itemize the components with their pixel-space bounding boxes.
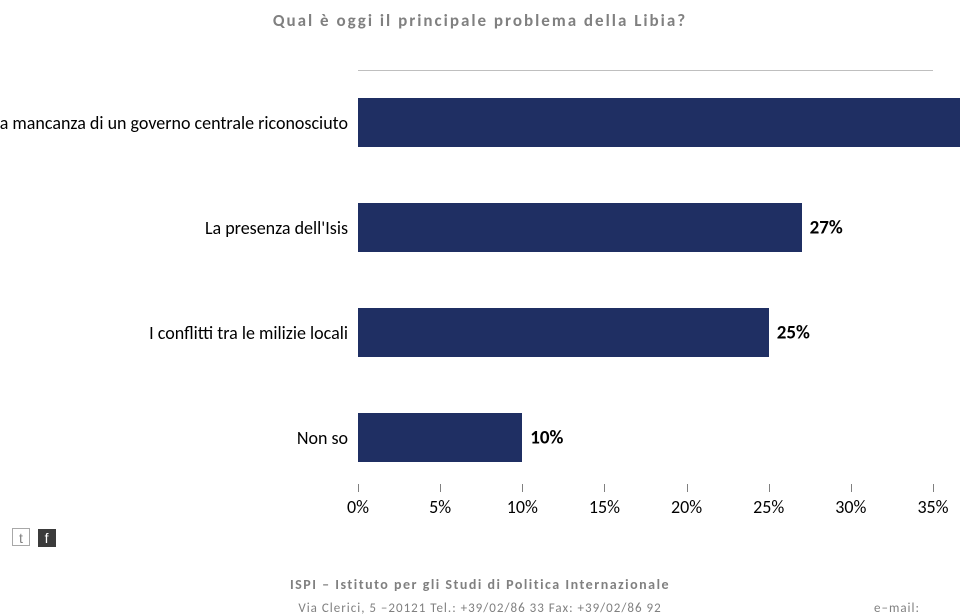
chart-row: La presenza dell'Isis27% (358, 175, 933, 280)
plot-region: 0%5%10%15%20%25%30%35% La mancanza di un… (358, 70, 933, 520)
category-label: Non so (297, 427, 358, 449)
facebook-icon[interactable]: f (38, 529, 56, 547)
tick-label: 15% (589, 496, 620, 518)
tick-label: 35% (917, 496, 948, 518)
footer: ISPI – Istituto per gli Studi di Politic… (0, 576, 960, 616)
category-label: La mancanza di un governo centrale ricon… (0, 112, 358, 134)
tick-mark (933, 484, 934, 492)
bar (358, 98, 960, 146)
category-label: I conflitti tra le milizie locali (149, 322, 358, 344)
tick-label: 5% (429, 496, 451, 518)
tick-label: 0% (347, 496, 369, 518)
tick-label: 30% (835, 496, 866, 518)
twitter-icon[interactable]: t (12, 528, 30, 546)
footer-org: ISPI – Istituto per gli Studi di Politic… (0, 576, 960, 593)
value-label: 27% (810, 216, 843, 239)
tick-label: 10% (507, 496, 538, 518)
footer-contact-text: Via Clerici, 5 –20121 Tel.: +39/02/86 33… (298, 601, 661, 616)
tick-label: 25% (753, 496, 784, 518)
chart-row: I conflitti tra le milizie locali25% (358, 280, 933, 385)
footer-contact: Via Clerici, 5 –20121 Tel.: +39/02/86 33… (0, 601, 960, 616)
bar (358, 308, 769, 356)
tick-label: 20% (671, 496, 702, 518)
social-icons: t f (12, 528, 60, 548)
value-label: 10% (530, 426, 563, 449)
footer-email-label: e–mail: (874, 601, 920, 616)
page: Qual è oggi il principale problema della… (0, 0, 960, 616)
bar (358, 413, 522, 461)
chart-area: 0% 5% 10% 15% 20% 25% 30% 35% La mancanza di un… (0, 70, 960, 520)
chart-row: Non so10% (358, 385, 933, 490)
category-label: La presenza dell'Isis (205, 217, 358, 239)
bar (358, 203, 802, 251)
chart-row: La mancanza di un governo centrale ricon… (358, 70, 933, 175)
value-label: 25% (777, 321, 810, 344)
chart-title: Qual è oggi il principale problema della… (0, 10, 960, 31)
